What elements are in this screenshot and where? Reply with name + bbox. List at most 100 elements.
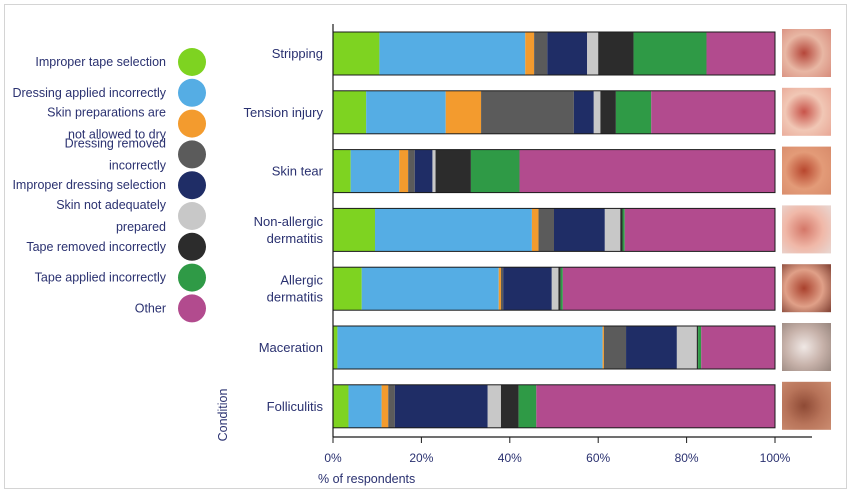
bar-segment-maceration-tape-removed-incorrectly xyxy=(696,326,699,369)
bar-segment-non-allergic-dermatitis-skin-not-adequately-prepared xyxy=(604,208,621,252)
bar-segment-allergic-dermatitis-other xyxy=(562,267,775,311)
category-label-line: Maceration xyxy=(259,340,323,355)
tension-injury-photo xyxy=(782,87,831,136)
category-label-line: Stripping xyxy=(272,46,323,61)
category-label-line: Tension injury xyxy=(244,105,324,120)
legend-label-line: incorrectly xyxy=(109,158,167,172)
bar-segment-skin-tear-improper-tape-selection xyxy=(333,149,351,193)
bar-segment-folliculitis-dressing-applied-incorrectly xyxy=(348,384,382,428)
bar-segment-folliculitis-tape-removed-incorrectly xyxy=(500,384,519,428)
bar-segment-tension-injury-dressing-applied-incorrectly xyxy=(366,90,446,134)
bar-segment-tension-injury-skin-preparations-are-not-allowed-to-dry xyxy=(445,90,482,134)
condition-photos xyxy=(782,29,831,430)
bar-segment-stripping-tape-removed-incorrectly xyxy=(598,32,634,75)
legend-label-line: not allowed to dry xyxy=(68,128,167,142)
x-tick-label: 0% xyxy=(324,451,342,465)
bar-segment-maceration-improper-dressing-selection xyxy=(626,326,677,369)
legend-label-skin-not-adequately-prepared: Skin not adequately prepared xyxy=(56,198,167,234)
legend-label-line: Dressing applied incorrectly xyxy=(12,86,166,100)
bar-segment-tension-injury-other xyxy=(651,90,775,134)
bar-segment-folliculitis-dressing-removed-incorrectly xyxy=(388,384,395,428)
legend-label-line: Tape applied incorrectly xyxy=(35,271,167,285)
bar-segment-skin-tear-dressing-removed-incorrectly xyxy=(408,149,415,193)
bar-segment-tension-injury-dressing-removed-incorrectly xyxy=(481,90,574,134)
legend-label-tape-removed-incorrectly: Tape removed incorrectly xyxy=(26,240,166,254)
bar-segment-allergic-dermatitis-dressing-removed-incorrectly xyxy=(500,267,504,311)
bar-segment-tension-injury-tape-applied-incorrectly xyxy=(615,90,652,134)
legend-label-line: Skin not adequately xyxy=(56,198,167,212)
bar-segment-stripping-dressing-applied-incorrectly xyxy=(379,32,526,75)
bar-segment-non-allergic-dermatitis-improper-tape-selection xyxy=(333,208,375,252)
bar-segment-tension-injury-improper-tape-selection xyxy=(333,90,367,134)
legend-swatch-dressing-removed-incorrectly xyxy=(178,140,206,169)
legend-swatch-skin-preparations-are-not-allowed-to-dry xyxy=(178,109,206,138)
x-tick-label: 60% xyxy=(586,451,610,465)
legend-label-line: Dressing removed xyxy=(65,136,166,150)
skin-tear-photo xyxy=(782,146,831,195)
bar-segment-stripping-dressing-removed-incorrectly xyxy=(534,32,548,75)
legend-label-line: Other xyxy=(135,301,166,315)
category-label-skin-tear: Skin tear xyxy=(272,164,324,179)
bar-segment-allergic-dermatitis-skin-preparations-are-not-allowed-to-dry xyxy=(498,267,501,311)
bar-segment-skin-tear-other xyxy=(519,149,775,193)
bar-segment-skin-tear-improper-dressing-selection xyxy=(414,149,433,193)
bar-segment-stripping-other xyxy=(706,32,775,75)
legend-label-dressing-applied-incorrectly: Dressing applied incorrectly xyxy=(12,86,166,100)
bar-segment-tension-injury-skin-not-adequately-prepared xyxy=(593,90,601,134)
stripping-photo xyxy=(782,29,831,77)
legend-swatch-improper-dressing-selection xyxy=(178,171,206,200)
bar-segment-tension-injury-tape-removed-incorrectly xyxy=(600,90,616,134)
category-label-line: Non-allergic xyxy=(254,214,324,229)
x-tick-label: 40% xyxy=(498,451,522,465)
bar-segment-maceration-other xyxy=(701,326,775,369)
category-label-line: Skin tear xyxy=(272,164,324,179)
legend-label-tape-applied-incorrectly: Tape applied incorrectly xyxy=(35,271,167,285)
legend-label-dressing-removed-incorrectly: Dressing removed incorrectly xyxy=(65,136,167,172)
y-axis-title: Condition xyxy=(216,389,230,442)
bar-segment-folliculitis-improper-dressing-selection xyxy=(394,384,488,428)
bar-segment-skin-tear-skin-not-adequately-prepared xyxy=(432,149,436,193)
bar-segment-allergic-dermatitis-tape-removed-incorrectly xyxy=(558,267,561,311)
maceration-photo xyxy=(782,323,831,371)
bar-segment-skin-tear-skin-preparations-are-not-allowed-to-dry xyxy=(399,149,409,193)
figure-frame xyxy=(4,4,847,489)
legend-swatch-tape-removed-incorrectly xyxy=(178,232,206,261)
category-label-line: dermatitis xyxy=(267,231,324,246)
category-label-non-allergic-dermatitis: Non-allergic dermatitis xyxy=(254,214,324,246)
category-labels: Stripping Tension injury Skin tear Non-alle… xyxy=(244,46,324,414)
bar-segment-non-allergic-dermatitis-tape-removed-incorrectly xyxy=(620,208,623,252)
bar-segment-maceration-tape-applied-incorrectly xyxy=(698,326,702,369)
category-label-maceration: Maceration xyxy=(259,340,323,355)
legend: Improper tape selection Dressing applied … xyxy=(12,48,206,323)
bar-segment-non-allergic-dermatitis-skin-preparations-are-not-allowed-to-dry xyxy=(531,208,539,252)
bar-segment-folliculitis-skin-preparations-are-not-allowed-to-dry xyxy=(381,384,389,428)
bar-segment-folliculitis-other xyxy=(536,384,775,428)
bar-segment-stripping-improper-dressing-selection xyxy=(547,32,588,75)
bar-segment-non-allergic-dermatitis-dressing-applied-incorrectly xyxy=(374,208,532,252)
bar-segment-folliculitis-tape-applied-incorrectly xyxy=(518,384,537,428)
legend-label-line: Improper dressing selection xyxy=(12,178,166,192)
allergic-dermatitis-photo xyxy=(782,264,831,313)
bar-segment-stripping-improper-tape-selection xyxy=(333,32,380,75)
category-label-allergic-dermatitis: Allergic dermatitis xyxy=(267,273,324,305)
category-label-line: dermatitis xyxy=(267,290,324,305)
legend-swatch-dressing-applied-incorrectly xyxy=(178,78,206,107)
legend-label-improper-dressing-selection: Improper dressing selection xyxy=(12,178,166,192)
axes: 0% 20% 40% 60% 80% 100% % of respondents Condit… xyxy=(216,24,812,486)
legend-swatch-tape-applied-incorrectly xyxy=(178,263,206,292)
legend-label-line: prepared xyxy=(116,220,166,234)
legend-label-skin-preparations-are-not-allowed-to-dry: Skin preparations are not allowed to dry xyxy=(47,106,167,142)
bar-segment-allergic-dermatitis-improper-dressing-selection xyxy=(503,267,552,311)
bar-segment-non-allergic-dermatitis-improper-dressing-selection xyxy=(554,208,605,252)
bar-segment-skin-tear-tape-removed-incorrectly xyxy=(435,149,471,193)
bar-segment-stripping-skin-not-adequately-prepared xyxy=(587,32,599,75)
category-label-stripping: Stripping xyxy=(272,46,323,61)
bar-segment-allergic-dermatitis-dressing-applied-incorrectly xyxy=(361,267,499,311)
x-tick-label: 80% xyxy=(675,451,699,465)
category-label-line: Folliculitis xyxy=(267,399,324,414)
bar-segment-allergic-dermatitis-tape-applied-incorrectly xyxy=(560,267,563,311)
bar-segment-stripping-tape-applied-incorrectly xyxy=(633,32,707,75)
bar-segment-allergic-dermatitis-skin-not-adequately-prepared xyxy=(551,267,559,311)
bar-segment-folliculitis-improper-tape-selection xyxy=(333,384,349,428)
